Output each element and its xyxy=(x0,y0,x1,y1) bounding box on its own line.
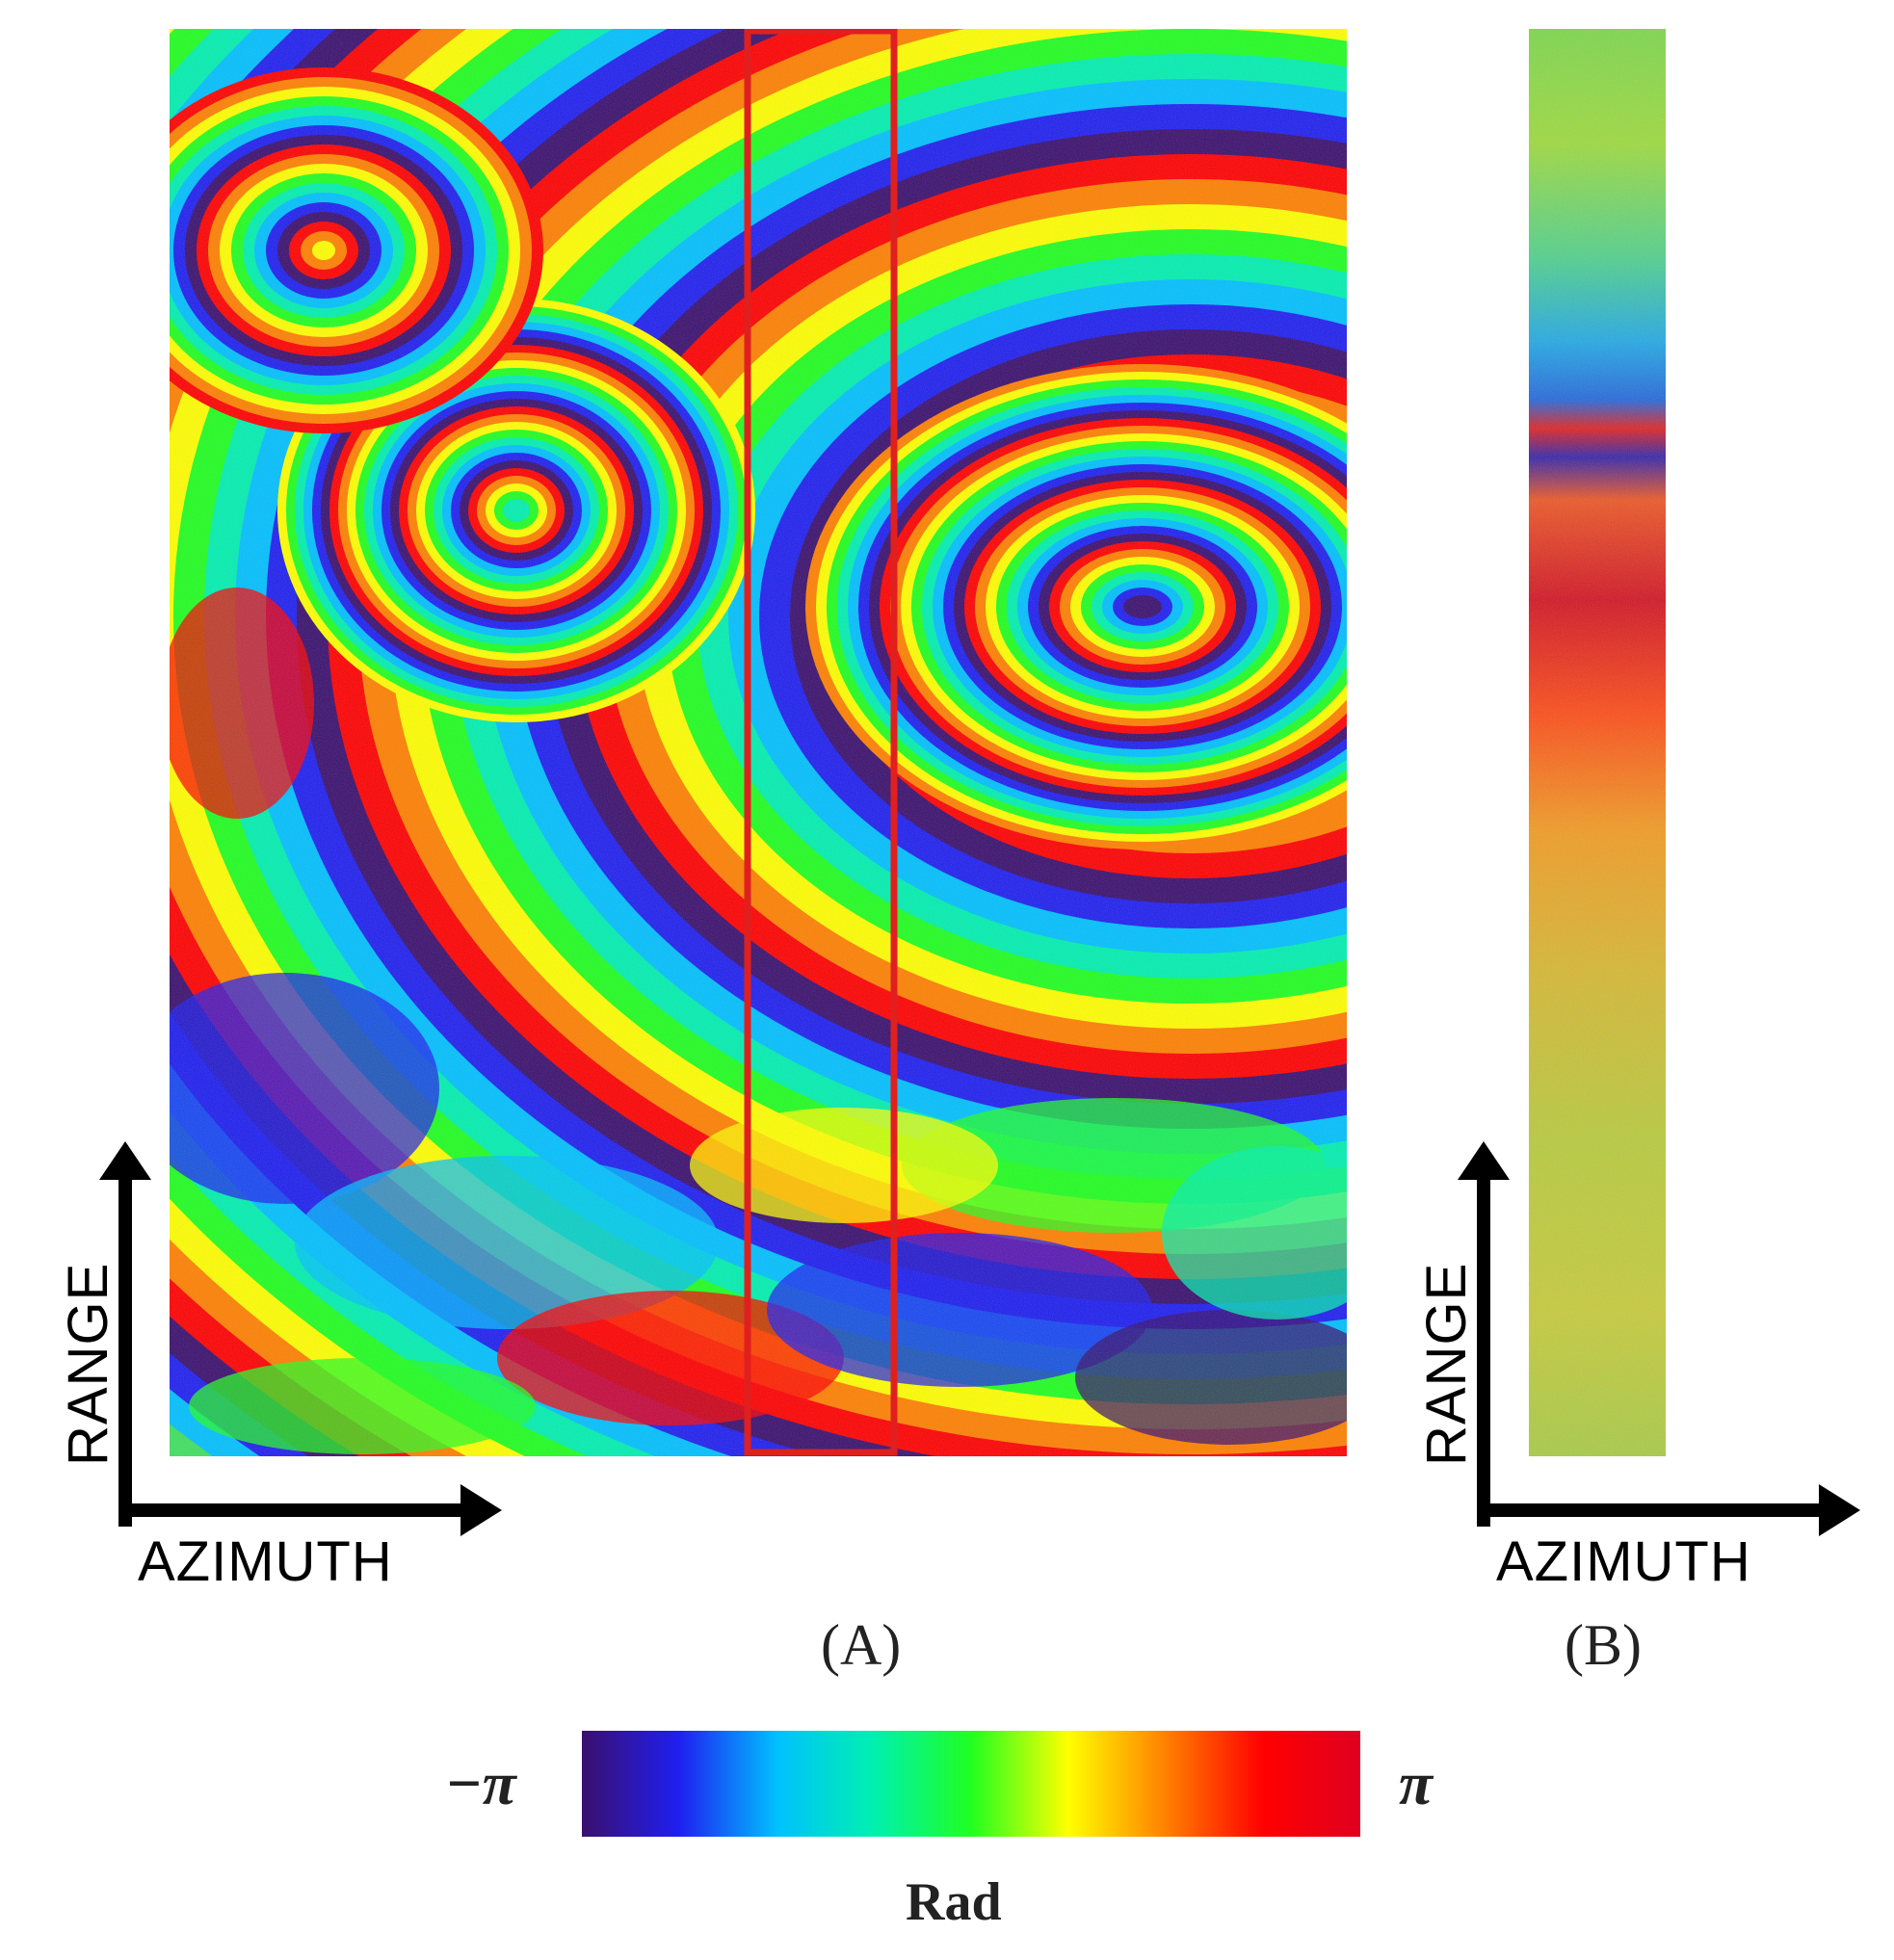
colorbar-min-label: −π xyxy=(445,1749,516,1817)
azimuth-arrow-b xyxy=(1477,1484,1860,1536)
azimuth-label-a: AZIMUTH xyxy=(138,1530,393,1593)
phase-colorbar xyxy=(582,1731,1360,1837)
highlight-box xyxy=(744,29,898,1456)
panel-caption-b: (B) xyxy=(1565,1613,1642,1677)
interferogram-strip-image xyxy=(1529,29,1666,1456)
azimuth-label-b: AZIMUTH xyxy=(1496,1530,1751,1593)
colorbar-unit-label: Rad xyxy=(906,1872,1002,1932)
azimuth-arrow-a xyxy=(118,1484,502,1536)
colorbar-max-label: π xyxy=(1399,1749,1433,1817)
range-arrow-a xyxy=(99,1141,151,1527)
range-label-b: RANGE xyxy=(1415,1262,1478,1466)
range-label-a: RANGE xyxy=(57,1262,119,1466)
panel-caption-a: (A) xyxy=(821,1613,902,1677)
interferogram-panel-a xyxy=(170,29,1347,1456)
range-arrow-b xyxy=(1458,1141,1510,1527)
interferogram-image xyxy=(170,29,1347,1456)
interferogram-panel-b xyxy=(1529,29,1666,1456)
